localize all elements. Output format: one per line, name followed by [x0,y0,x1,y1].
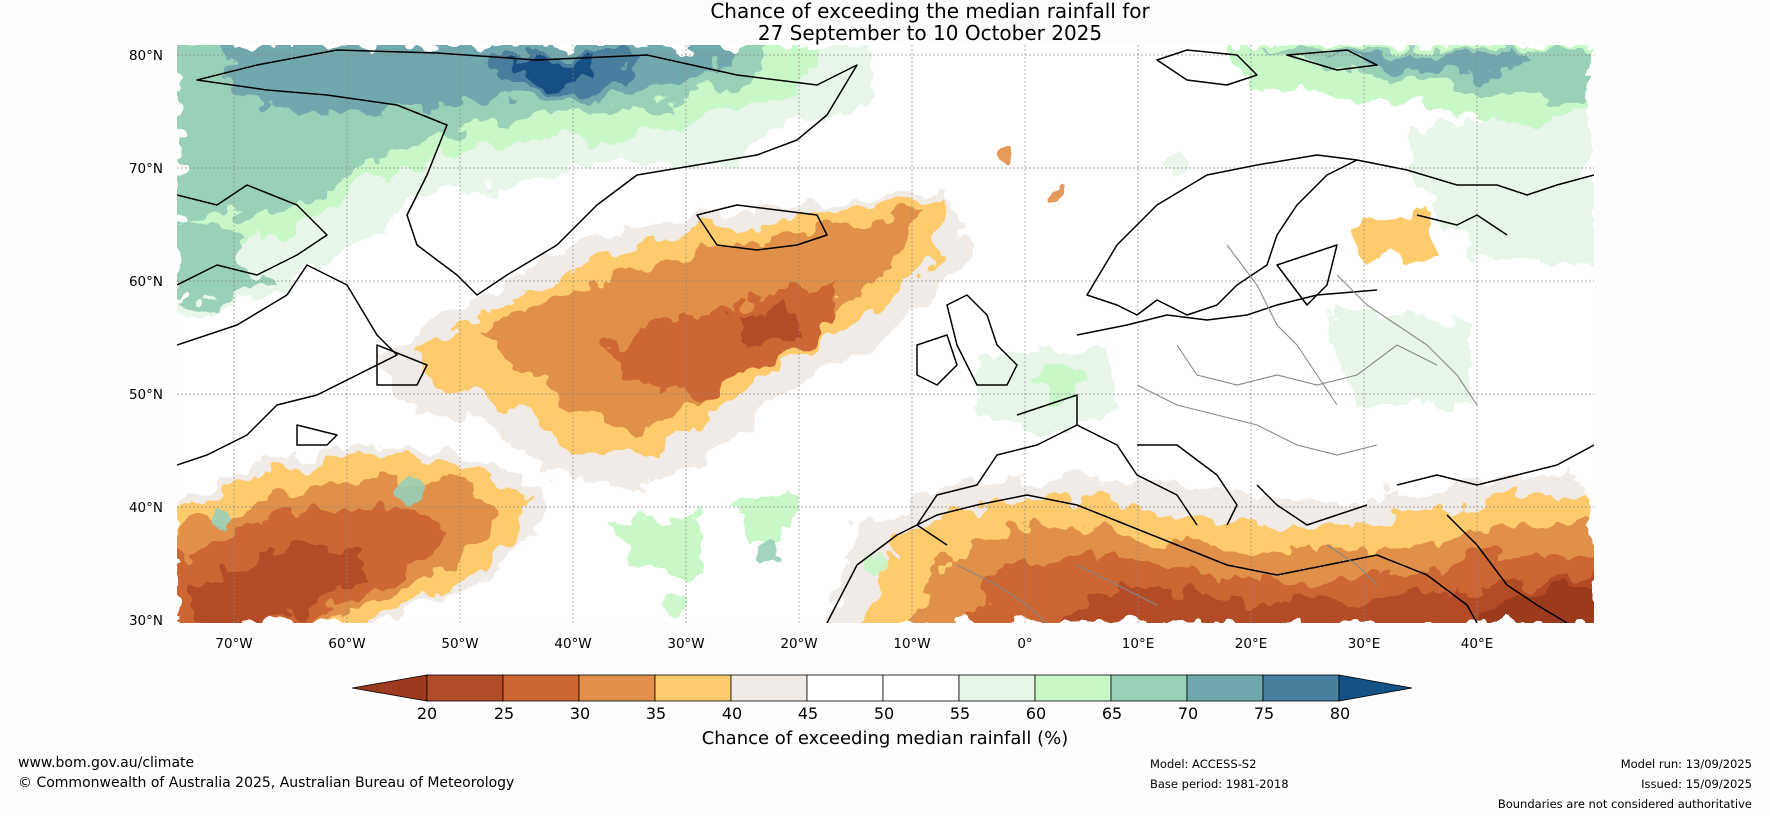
colorbar-tick-70: 70 [1177,704,1199,723]
colorbar-swatch [958,674,1036,702]
website-text: www.bom.gov.au/climate [18,755,195,771]
colorbar-tick-55: 55 [949,704,971,723]
colorbar-swatch [730,674,808,702]
lon-label-30e: 30°E [1347,636,1381,652]
colorbar-swatch [1110,674,1188,702]
model-text: Model: ACCESS-S2 [1150,757,1257,771]
colorbar-tick-35: 35 [645,704,667,723]
colorbar-tick-60: 60 [1025,704,1047,723]
colorbar-tick-20: 20 [416,704,438,723]
title-line-2: 27 September to 10 October 2025 [757,21,1103,45]
model-run-text: Model run: 13/09/2025 [1620,757,1752,771]
colorbar-swatch [502,674,580,702]
lon-label-40e: 40°E [1460,636,1494,652]
rainfall-speckle [213,147,1187,615]
colorbar-high-extend [1338,674,1413,702]
colorbar-label: Chance of exceeding median rainfall (%) [701,728,1069,749]
lon-label-60w: 60°W [328,636,366,652]
lat-label-50n: 50°N [128,387,163,403]
colorbar-swatch [578,674,656,702]
rainfall-probability-field [177,45,1594,623]
title-line-1: Chance of exceeding the median rainfall … [710,0,1150,23]
lon-label-40w: 40°W [554,636,592,652]
lon-label-50w: 50°W [441,636,479,652]
country-borders [956,244,1478,623]
rainfall-map [177,45,1594,623]
lon-label-20w: 20°W [780,636,818,652]
colorbar-swatch [654,674,732,702]
lon-label-30w: 30°W [667,636,705,652]
lon-label-0: 0° [1017,636,1033,652]
colorbar-tick-80: 80 [1329,704,1351,723]
lat-label-60n: 60°N [128,274,163,290]
lat-label-40n: 40°N [128,500,163,516]
colorbar-tick-40: 40 [721,704,743,723]
base-period-text: Base period: 1981-2018 [1150,777,1289,791]
colorbar-swatch [1186,674,1264,702]
issued-text: Issued: 15/09/2025 [1641,777,1752,791]
lon-label-20e: 20°E [1234,636,1268,652]
disclaimer-text: Boundaries are not considered authoritat… [1497,797,1752,811]
colorbar-swatch [1262,674,1340,702]
map-canvas [177,45,1594,623]
colorbar-low-extend [351,674,428,702]
lon-label-10w: 10°W [893,636,931,652]
lat-label-80n: 80°N [128,48,163,64]
lon-label-10e: 10°E [1121,636,1155,652]
colorbar-swatch [806,674,884,702]
copyright-text: © Commonwealth of Australia 2025, Austra… [18,775,515,791]
lat-label-30n: 30°N [128,613,163,629]
colorbar-tick-30: 30 [569,704,591,723]
colorbar-swatch [882,674,960,702]
colorbar-swatches [351,674,1413,702]
colorbar-tick-25: 25 [493,704,515,723]
lon-label-70w: 70°W [215,636,253,652]
colorbar-tick-50: 50 [873,704,895,723]
colorbar-tick-75: 75 [1253,704,1275,723]
colorbar-tick-65: 65 [1101,704,1123,723]
colorbar-tick-45: 45 [797,704,819,723]
colorbar-swatch [426,674,504,702]
coastlines [177,49,1594,623]
colorbar: 20 25 30 35 40 45 50 55 60 65 70 75 80 [351,672,1418,752]
lat-label-70n: 70°N [128,161,163,177]
map-title: Chance of exceeding the median rainfall … [0,0,1770,44]
colorbar-swatch [1034,674,1112,702]
